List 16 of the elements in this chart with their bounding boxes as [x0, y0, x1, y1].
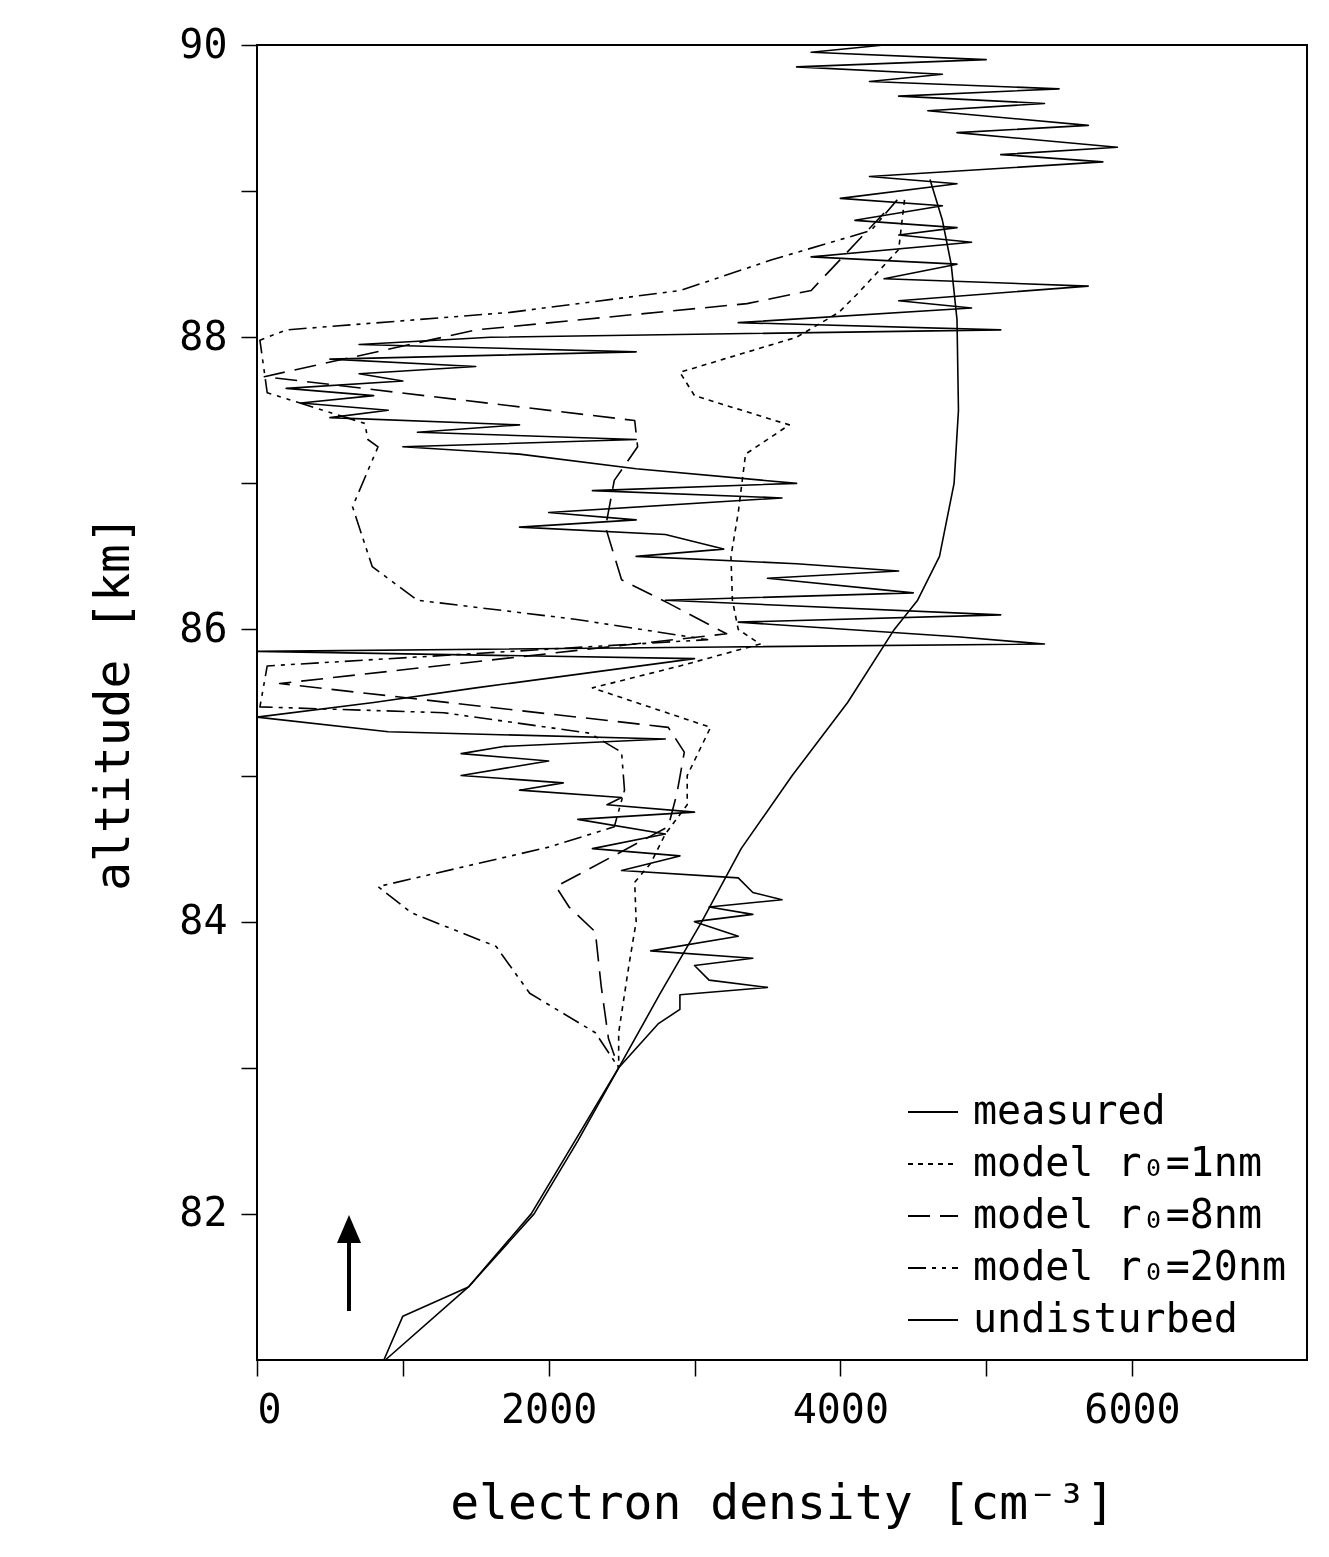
- legend-label: undisturbed: [973, 1295, 1238, 1341]
- y-tick-label: 88: [179, 312, 228, 359]
- x-tick-label: 2000: [501, 1385, 598, 1432]
- y-tick-label: 82: [179, 1189, 228, 1236]
- x-tick-label: 4000: [792, 1385, 889, 1432]
- y-axis-title: altitude [km]: [84, 515, 141, 891]
- x-tick-label: 0: [257, 1385, 282, 1432]
- x-tick-label: 6000: [1084, 1385, 1181, 1432]
- y-tick-label: 84: [179, 897, 228, 944]
- x-axis-title: electron density [cm⁻³]: [450, 1473, 1115, 1530]
- legend-label: model r₀=8nm: [973, 1191, 1262, 1237]
- legend-label: model r₀=20nm: [973, 1243, 1287, 1289]
- legend-label: measured: [973, 1087, 1166, 1133]
- legend-label: model r₀=1nm: [973, 1139, 1262, 1185]
- y-tick-label: 86: [179, 604, 228, 651]
- y-tick-label: 90: [179, 20, 228, 67]
